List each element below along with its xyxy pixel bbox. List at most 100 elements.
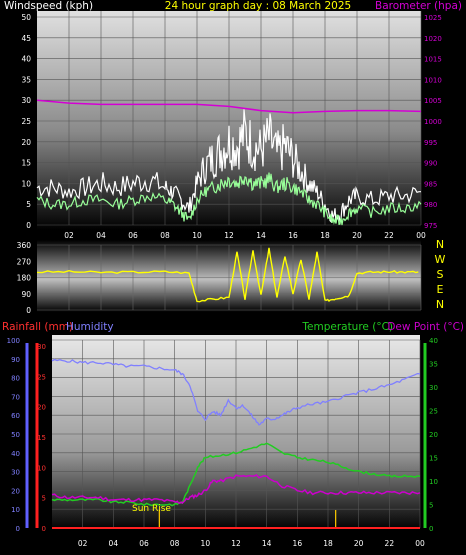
humidity-y-tick-label: 70 <box>11 393 20 401</box>
wind-y-tick-label: 0 <box>26 221 31 230</box>
climate-x-tick-label: 08 <box>170 539 180 548</box>
wind-y-tick-label: 45 <box>21 34 31 43</box>
humidity-y-tick-label: 90 <box>11 356 20 364</box>
wind-y-tick-label: 5 <box>26 200 31 209</box>
humidity-y-tick-label: 80 <box>11 375 20 383</box>
wind-x-tick-label: 12 <box>224 231 234 240</box>
wind-y-tick-label: 20 <box>21 138 31 147</box>
wind-x-tick-label: 02 <box>64 231 74 240</box>
temperature-y-tick-label: 30 <box>429 384 438 392</box>
climate-x-tick-label: 22 <box>385 539 395 548</box>
humidity-y-tick-label: 100 <box>7 337 20 345</box>
wind-direction-line <box>36 247 419 303</box>
rainfall-y-tick-label: 30 <box>37 343 46 351</box>
barometer-y-tick-label: 975 <box>424 222 437 230</box>
direction-y-tick-label: 270 <box>17 257 32 266</box>
temperature-label: Temperature (°C) <box>301 321 393 333</box>
barometer-y-tick-label: 1015 <box>424 56 442 64</box>
chart-title: 24 hour graph day : 08 March 2025 <box>165 0 351 12</box>
rainfall-y-tick-label: 20 <box>37 404 46 412</box>
climate-x-tick-label: 18 <box>323 539 333 548</box>
rainfall-y-tick-label: 10 <box>37 464 46 472</box>
wind-y-tick-label: 25 <box>21 117 31 126</box>
windspeed-axis-label: Windspeed (kph) <box>4 0 93 12</box>
humidity-y-tick-label: 10 <box>11 506 20 514</box>
compass-letter: N <box>436 238 444 251</box>
climate-x-tick-label: 10 <box>201 539 211 548</box>
climate-x-tick-label: 00 <box>415 539 425 548</box>
barometer-y-tick-label: 995 <box>424 139 437 147</box>
barometer-y-tick-label: 1010 <box>424 76 442 84</box>
wind-y-tick-label: 15 <box>21 159 31 168</box>
wind-x-tick-label: 00 <box>416 231 426 240</box>
climate-x-tick-label: 04 <box>109 539 119 548</box>
temperature-y-tick-label: 5 <box>429 502 433 510</box>
compass-letter: E <box>437 283 444 296</box>
humidity-y-tick-label: 20 <box>11 487 20 495</box>
temperature-y-tick-label: 20 <box>429 431 438 439</box>
compass-letter: N <box>436 298 444 311</box>
barometer-y-tick-label: 980 <box>424 201 437 209</box>
wind-x-tick-label: 20 <box>352 231 362 240</box>
wind-average-line <box>36 172 422 226</box>
wind-y-tick-label: 30 <box>21 96 31 105</box>
humidity-y-tick-label: 50 <box>11 431 20 439</box>
barometer-line <box>36 99 422 114</box>
rainfall-y-tick-label: 5 <box>42 495 46 503</box>
barometer-y-tick-label: 990 <box>424 160 437 168</box>
barometer-y-tick-label: 985 <box>424 180 437 188</box>
wind-x-tick-label: 14 <box>256 231 266 240</box>
humidity-label: Humidity <box>66 321 114 333</box>
barometer-y-tick-label: 1020 <box>424 35 442 43</box>
dewpoint-label: Dew Point (°C) <box>387 321 464 333</box>
wind-y-tick-label: 10 <box>21 179 31 188</box>
rainfall-y-tick-label: 15 <box>37 434 46 442</box>
barometer-y-tick-label: 1000 <box>424 118 442 126</box>
wind-x-tick-label: 06 <box>128 231 138 240</box>
temperature-line <box>51 442 421 507</box>
rainfall-label: Rainfall (mm) <box>2 321 73 333</box>
climate-x-tick-label: 20 <box>354 539 364 548</box>
wind-y-tick-label: 40 <box>21 55 31 64</box>
climate-x-tick-label: 12 <box>231 539 241 548</box>
wind-x-tick-label: 16 <box>288 231 298 240</box>
temperature-y-tick-label: 10 <box>429 478 438 486</box>
wind-x-tick-label: 08 <box>160 231 170 240</box>
axis-tick-labels: 0510152025303540455097598098599099510001… <box>7 13 442 548</box>
sunrise-label: Sun Rise <box>132 504 171 514</box>
wind-x-tick-label: 10 <box>192 231 202 240</box>
wind-x-tick-label: 18 <box>320 231 330 240</box>
direction-y-tick-label: 0 <box>26 306 31 315</box>
wind-y-tick-label: 50 <box>21 13 31 22</box>
rainfall-y-tick-label: 25 <box>37 373 46 381</box>
temperature-y-tick-label: 40 <box>429 337 438 345</box>
humidity-y-tick-label: 30 <box>11 469 20 477</box>
wind-x-tick-label: 04 <box>96 231 106 240</box>
humidity-line <box>51 358 421 426</box>
barometer-axis-label: Barometer (hpa) <box>375 0 462 12</box>
wind-x-tick-label: 22 <box>384 231 394 240</box>
climate-x-tick-label: 06 <box>139 539 149 548</box>
direction-y-tick-label: 90 <box>21 290 31 299</box>
climate-x-tick-label: 14 <box>262 539 272 548</box>
climate-x-tick-label: 16 <box>293 539 303 548</box>
temperature-y-tick-label: 25 <box>429 408 438 416</box>
humidity-y-tick-label: 0 <box>16 525 20 533</box>
temperature-y-tick-label: 0 <box>429 525 433 533</box>
dewpoint-line <box>51 473 421 505</box>
compass-letter: W <box>435 253 446 266</box>
temperature-y-tick-label: 15 <box>429 455 438 463</box>
barometer-y-tick-label: 1005 <box>424 97 442 105</box>
wind-y-tick-label: 35 <box>21 75 31 84</box>
barometer-y-tick-label: 1025 <box>424 14 442 22</box>
rainfall-y-tick-label: 0 <box>42 525 46 533</box>
series-lines <box>36 99 422 529</box>
humidity-y-tick-label: 60 <box>11 412 20 420</box>
compass-letter: S <box>437 268 444 281</box>
temperature-y-tick-label: 35 <box>429 361 438 369</box>
climate-x-tick-label: 02 <box>78 539 88 548</box>
humidity-y-tick-label: 40 <box>11 450 20 458</box>
direction-y-tick-label: 360 <box>17 241 32 250</box>
